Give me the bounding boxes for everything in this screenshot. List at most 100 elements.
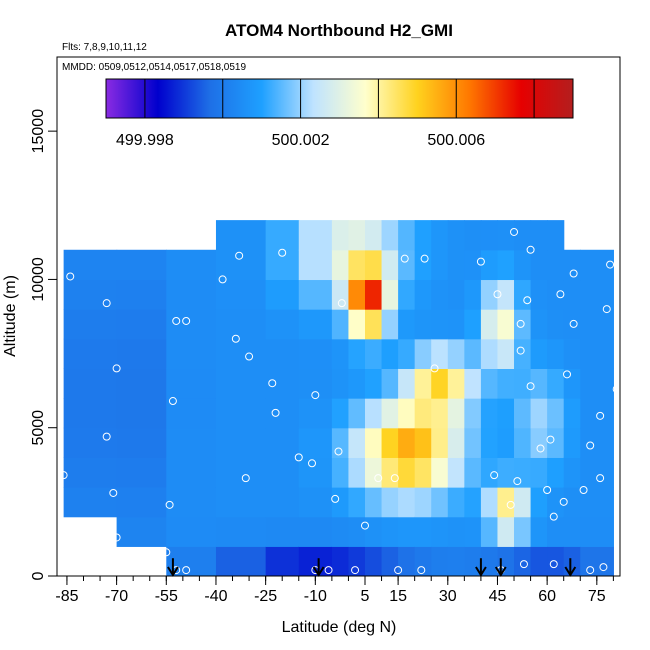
sample-marker [66,272,75,281]
sample-marker [182,316,191,325]
heatmap-cell [364,249,383,281]
heatmap-cell [514,220,532,251]
heatmap-cell [497,487,515,518]
heatmap-cell [298,279,333,310]
heatmap-cell [563,398,581,429]
sample-marker [182,566,191,575]
y-axis: 0 5000 10000 15000 [30,109,58,580]
sample-marker [337,299,346,308]
sample-marker [59,471,68,480]
heatmap-cell [447,368,465,399]
sample-marker [351,566,360,575]
heatmap-cell [265,546,300,576]
heatmap-cell [431,427,449,458]
heatmap-cell [63,457,118,488]
heatmap-cell [364,457,383,488]
heatmap-cell [464,427,482,458]
colorbar-tick-label: 499.998 [116,132,174,149]
heatmap-cell [447,279,465,310]
heatmap-cell [497,457,515,488]
heatmap-cell [563,279,581,310]
sample-marker [510,227,519,236]
heatmap-cell [331,249,350,281]
heatmap-cell [414,516,432,547]
sample-marker [112,533,121,542]
heatmap-cell [364,546,383,576]
heatmap-cell [431,368,449,399]
flight-arrow-head [312,566,325,577]
heatmap-cell [398,279,416,310]
heatmap-cell [464,457,482,488]
heatmap-cell [464,368,482,399]
heatmap-cell [116,338,167,369]
heatmap-cell [265,279,300,310]
heatmap-cell [265,427,300,458]
heatmap-cell [381,249,399,281]
heatmap-cell [63,279,118,310]
heatmap-cell [514,427,532,458]
heatmap-cell [215,368,267,399]
heatmap-cell [265,368,300,399]
sample-marker [102,432,111,441]
heatmap-cell [364,368,383,399]
heatmap-cell [116,279,167,310]
heatmap-cell [530,487,548,518]
heatmap-cell [63,309,118,340]
heatmap-cell [464,516,482,547]
heatmap-cell [530,368,548,399]
heatmap-cell [547,309,565,340]
heatmap-cell [364,487,383,518]
heatmap-cell [166,279,217,310]
sample-marker [513,477,522,486]
sample-marker [596,474,605,483]
heatmap-cell [547,516,565,547]
sample-marker [271,408,280,417]
heatmap-cell [298,368,333,399]
sample-marker [165,500,174,509]
sample-marker [549,512,558,521]
sample-marker [218,275,227,284]
heatmap-cell [398,249,416,281]
heatmap-cell [265,516,300,547]
x-tick-label: 5 [361,588,370,605]
heatmap-cell [414,368,432,399]
heatmap-cell [514,457,532,488]
sample-marker [168,397,177,406]
heatmap-cell [166,249,217,281]
heatmap-cell [348,398,366,429]
y-tick-label: 5000 [30,410,47,446]
sample-marker [430,364,439,373]
heatmap-cell [364,309,383,340]
heatmap-cell [514,368,532,399]
sample-marker [331,494,340,503]
heatmap-cell [364,220,383,251]
sample-marker [523,296,532,305]
heatmap-cell [447,338,465,369]
heatmap-cell [563,338,581,369]
heatmap-cell [398,368,416,399]
heatmap-cell [215,279,267,310]
heatmap-cell [364,279,383,310]
heatmap-cell [464,338,482,369]
heatmap-cell [364,398,383,429]
sample-marker [599,563,608,572]
heatmap-cell [166,516,217,547]
sample-marker [308,459,317,468]
heatmap-cell [497,220,515,251]
heatmap-cell [497,309,515,340]
heatmap-cell [447,220,465,251]
chart-title: ATOM4 Northbound H2_GMI [225,21,453,40]
heatmap-cell [398,398,416,429]
sample-marker [268,379,277,388]
heatmap-cell [215,220,267,251]
heatmap-cell [514,516,532,547]
colorbar-tick-label: 500.002 [272,132,330,149]
sample-marker [526,245,535,254]
heatmap-cell [530,279,548,310]
heatmap-cell [530,516,548,547]
sample-marker [231,334,240,343]
heatmap-cell [348,516,366,547]
sample-marker [546,435,555,444]
sample-marker [596,411,605,420]
x-axis: -85 -70 -55 -40 -25 -10 5 15 30 45 60 75 [55,575,614,605]
